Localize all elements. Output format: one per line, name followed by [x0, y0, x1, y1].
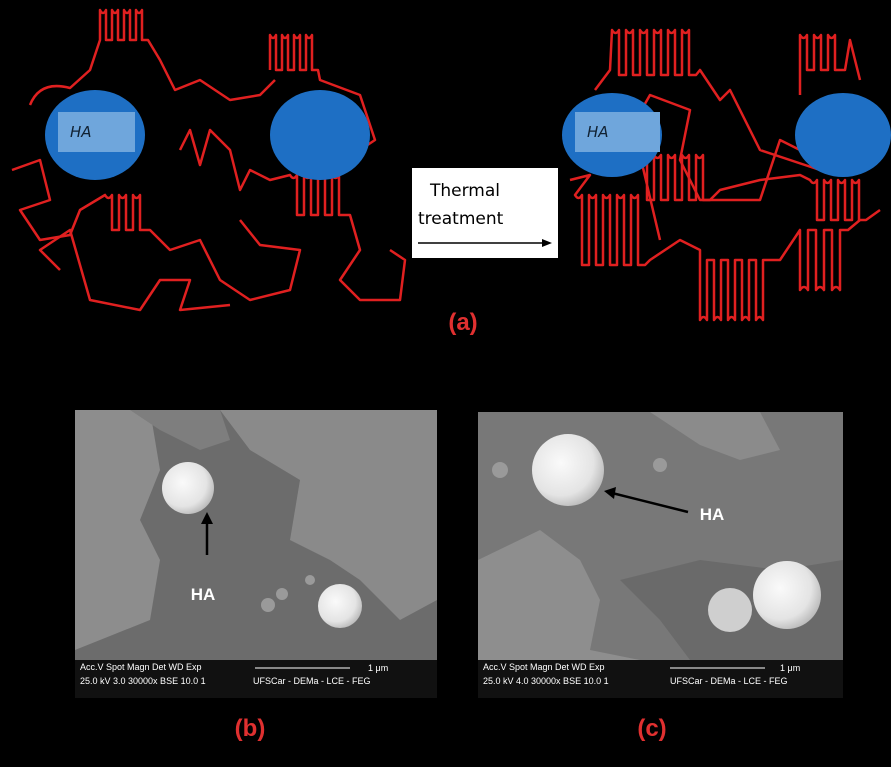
sem-info: Acc.V Spot Magn Det WD Exp [80, 662, 202, 672]
arrow-label: Thermal [429, 181, 500, 201]
sem-lab: UFSCar - DEMa - LCE - FEG [670, 676, 788, 686]
polymer-chain [800, 35, 860, 95]
annotation: HA [700, 505, 725, 524]
sem-info: Acc.V Spot Magn Det WD Exp [483, 662, 605, 672]
panel-label: (c) [637, 715, 666, 742]
sem-scale: 1 μm [368, 663, 388, 673]
polymer-chain [12, 160, 300, 300]
sem-info: 25.0 kV 3.0 30000x BSE 10.0 1 [80, 676, 206, 686]
annotation: HA [191, 585, 216, 604]
sem-image [478, 412, 843, 698]
sem-lab: UFSCar - DEMa - LCE - FEG [253, 676, 371, 686]
arrow-label: treatment [418, 209, 504, 229]
ha-particle [270, 90, 370, 180]
sem-image [75, 410, 437, 698]
sem-info: 25.0 kV 4.0 30000x BSE 10.0 1 [483, 676, 609, 686]
page: HA Thermal treatment HA (a) Acc.V Spot M… [0, 0, 891, 767]
ha-label: HA [70, 123, 92, 141]
figure: HA Thermal treatment HA (a) Acc.V Spot M… [0, 0, 891, 767]
panel-label: (a) [448, 309, 477, 336]
polymer-chains [12, 10, 880, 320]
sem-scale: 1 μm [780, 663, 800, 673]
ha-particle [795, 93, 891, 177]
ha-label: HA [587, 123, 609, 141]
panel-label: (b) [235, 715, 266, 742]
polymer-chain [30, 10, 275, 105]
